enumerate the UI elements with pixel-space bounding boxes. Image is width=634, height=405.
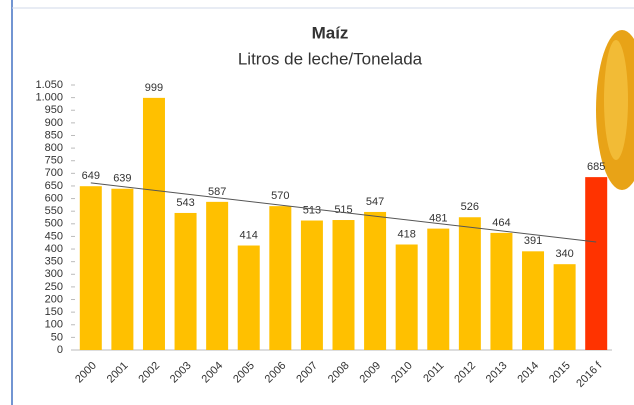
- y-tick-label: 700: [45, 167, 63, 179]
- data-label: 418: [397, 228, 415, 240]
- y-tick-label: 850: [45, 129, 63, 141]
- bar: [142, 97, 165, 350]
- data-label: 999: [145, 82, 163, 94]
- data-label: 515: [334, 204, 352, 216]
- y-tick-label: 450: [45, 230, 63, 242]
- y-tick-label: 300: [45, 268, 63, 280]
- data-label: 543: [176, 197, 194, 209]
- bar: [300, 220, 323, 350]
- bar: [332, 220, 355, 350]
- bar: [585, 177, 608, 350]
- y-tick-label: 500: [45, 218, 63, 230]
- y-tick-label: 0: [57, 344, 63, 356]
- y-tick-label: 150: [45, 306, 63, 318]
- y-tick-label: 900: [45, 117, 63, 129]
- y-tick-label: 1.050: [35, 79, 63, 91]
- y-tick-label: 250: [45, 281, 63, 293]
- bar: [206, 201, 229, 350]
- data-label: 526: [461, 201, 479, 213]
- bar: [269, 206, 292, 350]
- chart-title: Maíz: [312, 23, 349, 42]
- y-tick-label: 550: [45, 205, 63, 217]
- data-label: 685: [587, 161, 605, 173]
- data-label: 547: [366, 196, 384, 208]
- data-label: 464: [492, 217, 510, 229]
- data-label: 340: [555, 248, 573, 260]
- data-label: 570: [271, 190, 289, 202]
- data-label: 481: [429, 213, 447, 225]
- bar: [490, 232, 513, 350]
- trendline: [90, 182, 597, 243]
- data-label: 414: [240, 229, 258, 241]
- bar: [174, 212, 197, 350]
- y-tick-label: 750: [45, 155, 63, 167]
- y-tick-label: 200: [45, 293, 63, 305]
- y-tick-label: 350: [45, 256, 63, 268]
- bar: [111, 188, 134, 350]
- bar: [458, 217, 481, 350]
- bar: [364, 211, 387, 350]
- y-tick-label: 50: [51, 331, 63, 343]
- y-tick-label: 400: [45, 243, 63, 255]
- y-tick-label: 800: [45, 142, 63, 154]
- chart-subtitle: Litros de leche/Tonelada: [238, 49, 423, 68]
- y-tick-label: 950: [45, 104, 63, 116]
- data-label: 587: [208, 186, 226, 198]
- data-label: 639: [113, 173, 131, 185]
- bar: [237, 245, 260, 350]
- bar: [553, 264, 576, 350]
- bar: [427, 228, 450, 350]
- corn-highlight: [604, 40, 628, 160]
- data-label: 513: [303, 204, 321, 216]
- y-tick-label: 1.000: [35, 92, 63, 104]
- y-tick-label: 100: [45, 319, 63, 331]
- bar: [395, 244, 418, 350]
- data-label: 649: [82, 170, 100, 182]
- corn-decoration: [596, 30, 634, 190]
- y-tick-label: 650: [45, 180, 63, 192]
- bar: [79, 186, 102, 350]
- y-tick-label: 600: [45, 192, 63, 204]
- data-label: 391: [524, 235, 542, 247]
- bar: [522, 251, 545, 350]
